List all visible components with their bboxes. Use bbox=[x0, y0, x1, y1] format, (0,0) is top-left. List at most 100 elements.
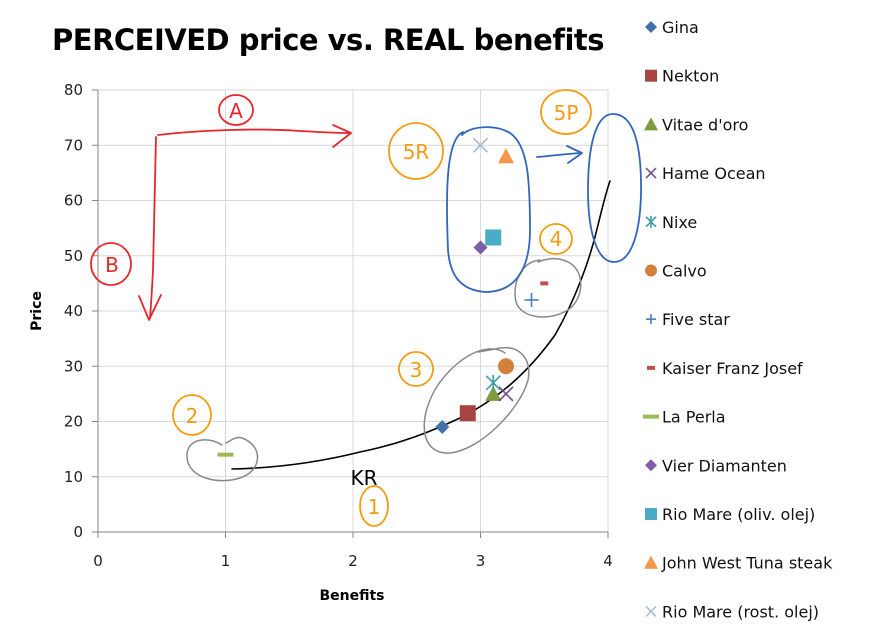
legend-label-la-perla: La Perla bbox=[662, 408, 726, 427]
legend-marker-rio-mare-rost-olej bbox=[645, 605, 657, 617]
legend-label-vier-diamanten: Vier Diamanten bbox=[662, 456, 787, 475]
legend-marker-rio-mare-oliv-olej bbox=[645, 508, 657, 520]
group-3-ellipse bbox=[423, 347, 530, 454]
point-nekton bbox=[459, 405, 476, 422]
annotation-label-1: 1 bbox=[368, 495, 381, 519]
y-tick-labels: 0 10 20 30 40 50 60 70 80 bbox=[64, 81, 83, 541]
point-hame-ocean-stroke bbox=[498, 386, 514, 402]
annotation-label-3: 3 bbox=[410, 358, 423, 382]
chart-title: PERCEIVED price vs. REAL benefits bbox=[52, 23, 604, 57]
legend-marker-nixe bbox=[645, 215, 657, 228]
x-tick-label: 1 bbox=[221, 552, 231, 570]
group-4-ellipse bbox=[514, 257, 582, 318]
legend-item-five-star: Five star bbox=[646, 310, 730, 329]
annotation-label-2: 2 bbox=[186, 404, 199, 428]
point-vier-diamanten bbox=[473, 240, 488, 255]
legend-item-vitae-d-oro: Vitae d'oro bbox=[644, 115, 748, 134]
legend-item-rio-mare-rost-olej: Rio Mare (rost. olej) bbox=[645, 602, 819, 621]
legend-marker-nekton bbox=[645, 69, 657, 82]
legend: Gina Nekton Vitae d'oro Hame Ocean Nixe Calvo… bbox=[643, 18, 833, 621]
legend-marker-five-star bbox=[646, 314, 656, 325]
legend-item-gina: Gina bbox=[645, 18, 699, 37]
annotation-label-4: 4 bbox=[550, 227, 563, 251]
label-4-circle bbox=[539, 223, 573, 255]
point-calvo bbox=[498, 358, 514, 375]
y-tick-label: 30 bbox=[64, 357, 83, 375]
x-tick-label: 0 bbox=[93, 552, 103, 570]
x-tick-label: 3 bbox=[476, 552, 486, 570]
label-a-circle bbox=[218, 94, 254, 126]
point-nixe bbox=[485, 374, 501, 391]
legend-label-five-star: Five star bbox=[662, 310, 730, 329]
legend-label-nixe: Nixe bbox=[662, 213, 697, 232]
label-5r-circle bbox=[388, 122, 444, 180]
legend-label-rio-mare-oliv-olej: Rio Mare (oliv. olej) bbox=[662, 505, 815, 524]
y-tick-label: 20 bbox=[64, 413, 83, 431]
annotation-label-b: B bbox=[105, 253, 119, 277]
arrow-a-head bbox=[332, 124, 352, 148]
x-tick-label: 2 bbox=[348, 552, 358, 570]
legend-item-john-west-tuna-steak: John West Tuna steak bbox=[644, 554, 833, 573]
y-tick-label: 60 bbox=[64, 192, 83, 210]
x-tick-labels: 0 1 2 3 4 bbox=[93, 552, 613, 570]
group-5r-ellipse bbox=[446, 126, 531, 293]
data-points bbox=[217, 137, 549, 457]
legend-item-hame-ocean: Hame Ocean bbox=[645, 164, 766, 183]
legend-label-rio-mare-rost-olej: Rio Mare (rost. olej) bbox=[662, 602, 819, 621]
point-la-perla bbox=[217, 452, 234, 457]
legend-item-rio-mare-oliv-olej: Rio Mare (oliv. olej) bbox=[645, 505, 815, 524]
y-tick-label: 70 bbox=[64, 136, 83, 154]
legend-marker-kaiser-franz-josef bbox=[647, 365, 655, 370]
label-5p-circle bbox=[540, 89, 592, 135]
arrow-b-head bbox=[138, 294, 162, 321]
hand-annotations bbox=[90, 89, 642, 527]
group-2-ellipse bbox=[186, 436, 259, 482]
y-axis-label: Price bbox=[29, 291, 45, 331]
label-b-circle bbox=[90, 242, 132, 286]
legend-marker-gina bbox=[645, 21, 657, 33]
point-vitae-d-oro bbox=[485, 385, 502, 401]
point-gina bbox=[435, 420, 450, 435]
annotation-label-kr: KR bbox=[350, 466, 377, 490]
x-axis-label: Benefits bbox=[319, 588, 384, 604]
legend-marker-la-perla bbox=[643, 414, 659, 419]
legend-item-nixe: Nixe bbox=[645, 213, 697, 232]
point-hame-ocean bbox=[498, 386, 514, 402]
arrow-b bbox=[149, 136, 157, 319]
legend-marker-vitae-d-oro bbox=[644, 117, 658, 131]
label-3-circle bbox=[398, 351, 434, 387]
legend-marker-hame-ocean-stroke bbox=[645, 167, 657, 179]
y-tick-label: 50 bbox=[64, 247, 83, 265]
label-2-circle bbox=[172, 394, 212, 436]
legend-item-calvo: Calvo bbox=[645, 262, 707, 281]
legend-label-john-west-tuna-steak: John West Tuna steak bbox=[661, 554, 833, 573]
point-rio-mare-rost-olej bbox=[472, 137, 489, 153]
legend-item-nekton: Nekton bbox=[645, 67, 719, 86]
point-john-west-tuna-steak bbox=[498, 148, 514, 164]
y-tick-label: 0 bbox=[73, 523, 83, 541]
legend-marker-vier-diamanten bbox=[645, 459, 657, 472]
gridlines bbox=[98, 89, 609, 532]
legend-marker-hame-ocean bbox=[645, 167, 657, 179]
legend-label-vitae-d-oro: Vitae d'oro bbox=[662, 115, 748, 134]
legend-item-kaiser-franz-josef: Kaiser Franz Josef bbox=[647, 359, 803, 378]
annotation-label-5p: 5P bbox=[554, 101, 579, 125]
axes bbox=[92, 89, 609, 538]
point-kaiser-franz-josef bbox=[540, 281, 549, 286]
legend-label-nekton: Nekton bbox=[662, 67, 719, 86]
y-tick-label: 10 bbox=[64, 468, 83, 486]
legend-item-vier-diamanten: Vier Diamanten bbox=[645, 456, 787, 475]
legend-label-gina: Gina bbox=[662, 18, 699, 37]
legend-marker-john-west-tuna-steak bbox=[644, 555, 658, 569]
legend-label-kaiser-franz-josef: Kaiser Franz Josef bbox=[662, 359, 803, 378]
legend-marker-calvo bbox=[645, 264, 657, 277]
annotation-labels: A B 1 2 3 4 5R 5P KR bbox=[105, 99, 578, 519]
legend-label-calvo: Calvo bbox=[662, 262, 707, 281]
annotation-label-a: A bbox=[229, 99, 243, 123]
legend-item-la-perla: La Perla bbox=[643, 408, 726, 427]
arrow-5r-5p bbox=[536, 152, 581, 158]
y-tick-label: 80 bbox=[64, 81, 83, 99]
point-five-star bbox=[524, 292, 539, 307]
point-rio-mare-rost-olej-stroke bbox=[472, 137, 489, 153]
